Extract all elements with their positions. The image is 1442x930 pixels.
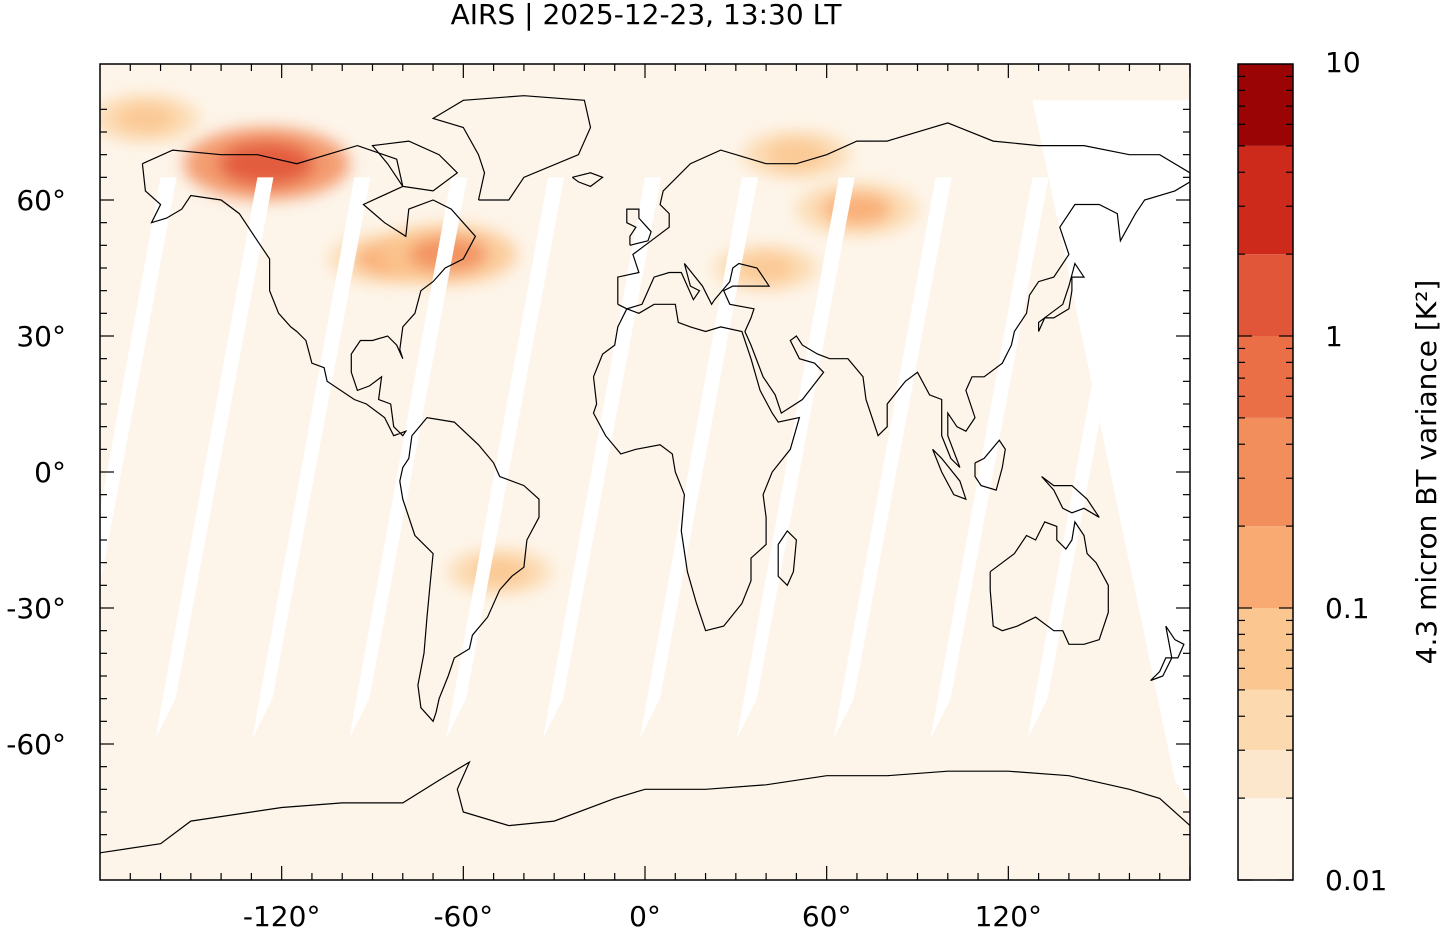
map-area: -120° -60° 0° 60° 120° 60° 30° 0° -30° -60° (6, 63, 1191, 930)
y-tick-label: 0° (34, 456, 66, 489)
coastline (1041, 476, 1100, 518)
swath-gap (639, 177, 758, 739)
y-tick-label: -60° (6, 728, 66, 761)
x-tick-label: 60° (802, 900, 852, 930)
coastline (626, 208, 652, 246)
colorbar-band (1238, 64, 1293, 146)
colorbar-band (1238, 254, 1293, 336)
colorbar-band (1238, 145, 1293, 255)
coastline (571, 172, 604, 188)
coastline (1038, 262, 1086, 332)
coastline (371, 140, 459, 192)
x-axis-tick-labels: -120° -60° 0° 60° 120° (243, 900, 1042, 930)
hotspot-core (736, 255, 796, 281)
swath-gap (930, 177, 1049, 739)
x-tick-label: 120° (975, 900, 1042, 930)
colorbar-tick-label: 0.01 (1325, 864, 1387, 897)
map-ticks (100, 64, 1191, 880)
coastline (592, 303, 801, 632)
coastlines (100, 95, 1190, 854)
swath-gap (543, 177, 661, 739)
colorbar-band (1238, 526, 1293, 608)
coastline (932, 448, 967, 501)
coastline (431, 95, 592, 201)
swath-gap (252, 177, 371, 739)
x-tick-label: 0° (629, 900, 661, 930)
colorbar-band (1238, 689, 1293, 751)
colorbar-tick-label: 10 (1325, 46, 1361, 79)
colorbar-ticks (1238, 75, 1293, 881)
coastline (141, 144, 477, 437)
y-axis-tick-labels: 60° 30° 0° -30° -60° (6, 184, 66, 761)
swath-gap (349, 177, 468, 739)
colorbar-band (1238, 798, 1293, 880)
x-tick-label: -120° (243, 900, 321, 930)
colorbar-tick-labels: 10 1 0.1 0.01 (1325, 46, 1387, 897)
x-tick-label: -60° (433, 900, 493, 930)
colorbar-band (1238, 336, 1293, 418)
hotspot-core (219, 142, 314, 185)
colorbar-band (1238, 608, 1293, 690)
variance-hotspots (100, 94, 919, 595)
coastline (974, 439, 1006, 491)
colorbar-tick-label: 0.1 (1325, 592, 1370, 625)
y-tick-label: 30° (16, 320, 66, 353)
colorbar-tick-label: 1 (1325, 320, 1343, 353)
coastline (399, 416, 540, 723)
coastline (777, 529, 798, 587)
colorbar-bands (1238, 64, 1293, 880)
colorbar-band (1238, 750, 1293, 799)
coastline (100, 760, 1190, 854)
chart-title: AIRS | 2025-12-23, 13:30 LT (451, 0, 843, 31)
hotspot-core (114, 104, 177, 132)
y-tick-label: -30° (6, 592, 66, 625)
colorbar-band (1238, 417, 1293, 527)
colorbar: 10 1 0.1 0.01 4.3 micron BT variance [K²] (1237, 46, 1442, 897)
coastline (617, 122, 1190, 468)
coastline (989, 520, 1109, 645)
swath-gap (446, 177, 565, 739)
colorbar-label: 4.3 micron BT variance [K²] (1410, 280, 1442, 665)
y-tick-label: 60° (16, 184, 66, 217)
swath-gap (155, 177, 274, 739)
hotspot-core (765, 141, 827, 169)
coastline (1150, 625, 1185, 682)
swath-gap (833, 177, 952, 739)
colorbar-frame (1237, 63, 1294, 881)
swath-gap (736, 177, 855, 739)
